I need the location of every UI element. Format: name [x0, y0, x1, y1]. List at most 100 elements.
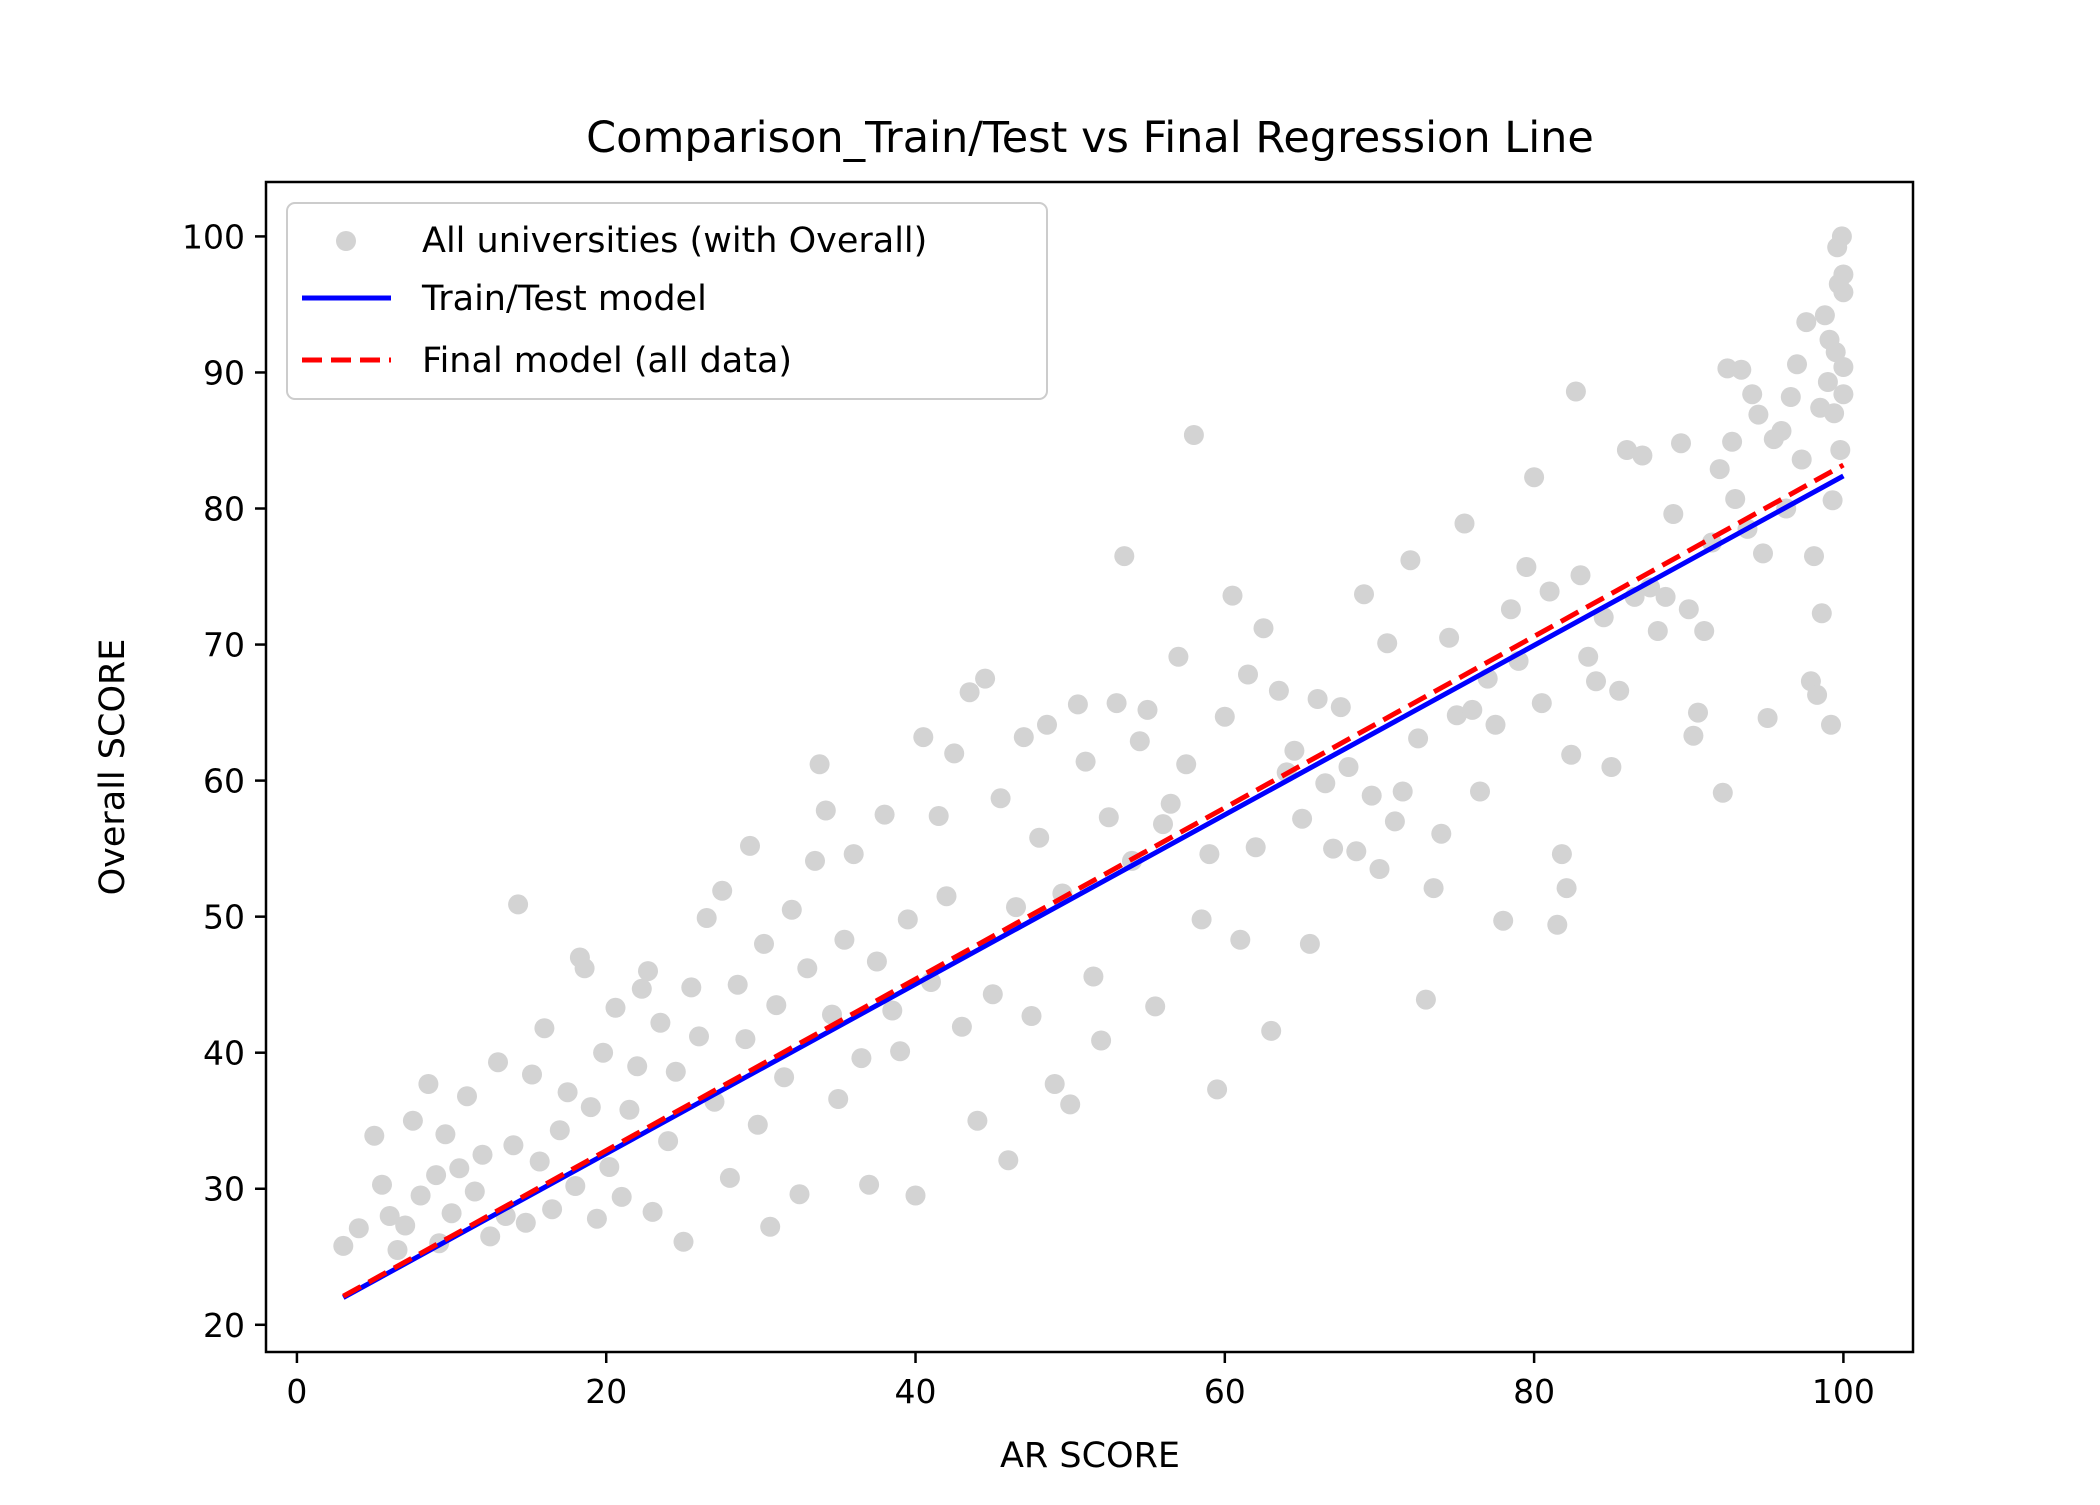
data-point-162: [1547, 914, 1568, 935]
data-point-198: [1771, 421, 1792, 441]
data-point-22: [508, 894, 529, 915]
data-point-30: [565, 1176, 586, 1196]
data-point-27: [542, 1199, 563, 1220]
data-point-69: [828, 1089, 849, 1109]
data-point-172: [1609, 680, 1630, 701]
data-point-26: [534, 1018, 555, 1039]
legend-marker-scatter: [336, 231, 356, 251]
data-point-210: [1817, 372, 1838, 392]
data-point-48: [681, 977, 702, 998]
data-point-59: [760, 1216, 781, 1237]
data-point-17: [472, 1144, 493, 1165]
data-point-195: [1753, 543, 1773, 564]
data-point-152: [1470, 781, 1490, 802]
data-point-62: [781, 899, 802, 920]
data-point-221: [1833, 357, 1854, 377]
data-point-19: [488, 1052, 508, 1073]
data-point-12: [435, 1124, 456, 1145]
regression-lines: [342, 462, 1845, 1300]
data-point-58: [754, 933, 774, 954]
data-point-33: [580, 1097, 601, 1118]
data-point-112: [1160, 793, 1181, 814]
data-point-55: [735, 1029, 756, 1050]
data-point-121: [1230, 929, 1251, 950]
data-point-119: [1214, 706, 1235, 727]
data-point-122: [1238, 664, 1258, 685]
data-point-15: [457, 1086, 477, 1107]
data-point-203: [1796, 312, 1817, 333]
data-point-173: [1616, 440, 1637, 460]
data-point-90: [990, 788, 1011, 809]
data-point-57: [747, 1114, 768, 1135]
data-point-42: [638, 961, 658, 982]
data-point-93: [1013, 727, 1034, 748]
data-point-161: [1539, 581, 1560, 602]
data-point-209: [1814, 305, 1835, 326]
data-point-151: [1462, 699, 1483, 720]
data-point-146: [1423, 878, 1444, 899]
data-point-9: [418, 1074, 439, 1094]
data-point-220: [1833, 384, 1854, 405]
data-point-178: [1655, 586, 1676, 607]
plot-area-frame: [264, 180, 1915, 1354]
y-tick-label: 40: [203, 1034, 245, 1073]
data-point-147: [1431, 823, 1452, 844]
data-point-34: [586, 1208, 607, 1229]
data-point-40: [627, 1056, 648, 1077]
data-point-201: [1787, 354, 1807, 375]
data-point-91: [998, 1150, 1019, 1171]
data-point-92: [1006, 897, 1026, 918]
x-tick-label: 100: [1812, 1372, 1875, 1411]
data-point-109: [1137, 699, 1158, 720]
data-point-0: [333, 1235, 354, 1256]
data-point-133: [1323, 838, 1344, 859]
data-point-88: [975, 668, 996, 689]
data-point-116: [1191, 909, 1212, 930]
y-axis-ticks: 20 30 40 50 60 70 80 90 100: [182, 217, 266, 1345]
data-point-84: [944, 743, 965, 764]
data-point-155: [1493, 910, 1514, 931]
x-tick-label: 40: [895, 1372, 937, 1411]
data-point-3: [372, 1174, 392, 1195]
y-tick-label: 90: [203, 353, 245, 392]
train-test-model-line: [342, 473, 1845, 1300]
data-point-191: [1731, 359, 1752, 380]
data-point-71: [843, 844, 864, 865]
data-point-65: [805, 850, 825, 871]
data-point-101: [1075, 751, 1096, 772]
data-point-5: [387, 1240, 408, 1260]
data-point-86: [959, 682, 980, 703]
data-point-66: [809, 754, 830, 775]
data-point-61: [774, 1067, 795, 1088]
data-point-171: [1601, 757, 1622, 777]
data-point-43: [642, 1201, 663, 1222]
legend-label-scatter: All universities (with Overall): [422, 221, 927, 261]
data-point-106: [1114, 546, 1135, 567]
data-point-114: [1176, 754, 1197, 775]
data-point-41: [631, 978, 652, 999]
data-point-63: [789, 1184, 810, 1205]
data-point-35: [593, 1042, 614, 1063]
data-point-32: [574, 958, 595, 979]
data-point-182: [1683, 725, 1704, 746]
data-point-145: [1415, 989, 1436, 1010]
data-point-44: [650, 1012, 671, 1033]
data-point-24: [522, 1064, 542, 1085]
y-tick-label: 20: [203, 1306, 245, 1345]
y-tick-label: 50: [203, 898, 245, 937]
data-point-82: [928, 806, 949, 826]
data-point-111: [1153, 814, 1173, 835]
data-point-100: [1067, 694, 1088, 715]
data-point-166: [1565, 381, 1586, 402]
data-point-156: [1500, 599, 1521, 620]
data-point-144: [1408, 728, 1429, 749]
data-point-167: [1570, 565, 1591, 586]
data-point-23: [515, 1212, 536, 1233]
data-point-49: [689, 1026, 709, 1047]
data-point-29: [557, 1082, 578, 1103]
data-point-214: [1824, 403, 1845, 424]
data-point-38: [611, 1186, 632, 1207]
data-point-208: [1811, 603, 1832, 624]
data-point-132: [1315, 773, 1336, 794]
x-tick-label: 0: [286, 1372, 307, 1411]
